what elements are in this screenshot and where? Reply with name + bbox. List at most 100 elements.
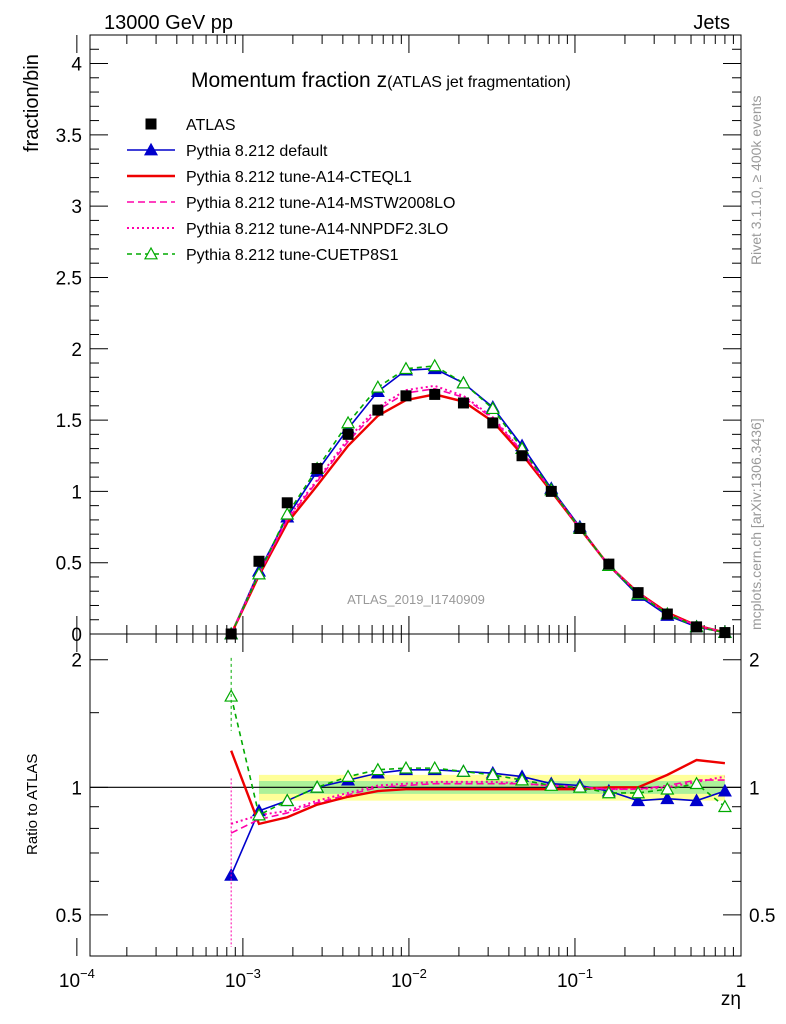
y-axis-label-bottom: Ratio to ATLAS [24,754,41,855]
main-plot [224,358,732,640]
y-tick-label: 1.5 [56,411,82,432]
data-point [719,627,731,639]
ratio-point-4 [717,799,732,813]
chart-title-sub: (ATLAS jet fragmentation) [387,74,571,91]
ratio-point-4 [280,793,295,807]
legend-label-2: Pythia 8.212 tune-A14-CTEQL1 [186,169,412,186]
y-tick-label: 2.5 [56,268,82,289]
legend-marker-5 [143,246,159,260]
ratio-point-4 [341,769,356,782]
legend-label-4: Pythia 8.212 tune-A14-NNPDF2.3LO [186,221,448,238]
legend-marker-1 [143,142,159,156]
x-tick-exponent: −3 [246,966,261,981]
ratio-y-tick-label-right: 1 [749,778,760,799]
series-point-4 [370,380,385,393]
legend-marker-data [145,118,157,130]
data-point [342,428,354,440]
y-tick-label: 4 [71,55,82,76]
ratio-point-4 [251,807,267,821]
ratio-point-4 [572,780,587,793]
header-energy: 13000 GeV pp [104,12,233,34]
ratio-point-0 [689,793,704,807]
x-tick-base: 10 [225,971,246,992]
side-mcplots: mcplots.cern.ch [arXiv:1306.3436] [748,418,764,630]
data-point [661,608,673,620]
series-point-4 [251,566,267,580]
bottom-panel-frame [89,633,742,957]
x-tick-base: 10 [59,971,80,992]
ratio-point-4 [689,776,704,790]
header-process: Jets [693,12,730,34]
x-tick-label: 10−4 [59,966,95,992]
x-tick-label: 10−2 [391,966,427,992]
x-tick-label: 10−1 [557,966,593,992]
x-tick-label: 1 [736,971,747,992]
ratio-point-4 [601,785,616,799]
ratio-line-1 [230,750,726,826]
side-rivet: Rivet 3.1.10, ≥ 400k events [748,95,764,265]
x-tick-exponent: −1 [578,966,593,981]
ratio-line-2 [230,779,725,834]
data-point [429,388,441,400]
data-point [691,621,703,633]
ratio-point-4 [456,764,471,777]
data-point [632,587,644,599]
ratio-y-tick-label-right: 0.5 [749,906,775,927]
x-tick-exponent: −4 [80,966,95,981]
x-tick-base: 10 [391,971,412,992]
y-tick-label: 0.5 [56,554,82,575]
data-point [311,463,323,475]
legend-label-5: Pythia 8.212 tune-CUETP8S1 [186,247,399,264]
data-point [487,417,499,429]
x-tick-exponent: −2 [412,966,427,981]
series-point-4 [485,401,500,415]
series-point-4 [427,358,442,372]
series-point-4 [280,506,295,520]
analysis-label: ATLAS_2019_I1740909 [347,592,485,607]
ratio-point-0 [631,793,646,807]
ratio-point-4 [631,785,646,799]
y-tick-label: 3.5 [56,126,82,147]
ratio-plot [224,657,732,948]
ratio-point-4 [427,760,442,774]
x-axis-label: zη [721,989,741,1010]
ratio-y-tick-label: 1 [71,778,82,799]
legend-label-1: Pythia 8.212 default [186,143,328,160]
data-point [400,390,412,402]
data-point [457,397,469,409]
data-point [603,558,615,570]
series-point-4 [456,375,471,389]
chart-title-main: Momentum fraction z [191,69,387,92]
y-tick-label: 2 [71,340,82,361]
ratio-y-tick-label: 0.5 [56,906,82,927]
ratio-point-0 [717,783,732,797]
legend-label-3: Pythia 8.212 tune-A14-MSTW2008LO [186,195,455,212]
series-point-4 [341,415,356,429]
data-point [372,404,384,416]
y-tick-label: 3 [71,197,82,218]
ratio-point-4 [310,780,325,793]
ratio-point-4 [515,772,530,786]
ratio-point-4 [485,767,500,781]
data-point [545,485,557,497]
ratio-y-tick-label-right: 2 [749,651,760,672]
ratio-point-4 [398,760,414,774]
x-tick-base: 10 [557,971,578,992]
axes: 10−4 10−3 10−2 10−1 100.511.522.533.540.5 0.5… [56,35,775,992]
data-point [281,497,293,509]
y-axis-label-top: fraction/bin [21,54,43,152]
x-tick-label: 10−3 [225,966,261,992]
ratio-point-4 [544,778,559,791]
y-tick-label: 0 [71,625,82,646]
ratio-y-tick-label: 2 [71,651,82,672]
data-point [574,522,586,534]
y-tick-label: 1 [71,482,82,503]
ratio-point-0 [660,791,675,805]
legend-label-0: ATLAS [186,117,236,134]
data-point [253,555,265,567]
chart-title: Momentum fraction z(ATLAS jet fragmentat… [191,69,571,92]
ratio-point-4 [370,762,385,776]
ratio-point-4 [660,781,675,795]
data-point [516,450,528,462]
